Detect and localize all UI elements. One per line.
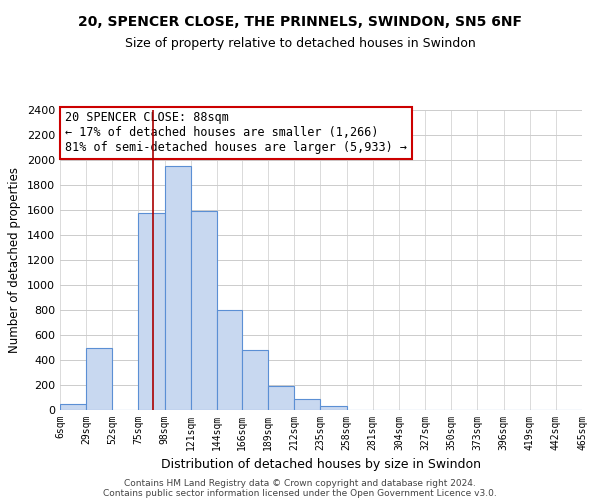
Bar	[139, 212, 164, 410]
Bar	[294, 399, 320, 410]
Y-axis label: Number of detached properties: Number of detached properties	[8, 167, 22, 353]
Bar	[86, 348, 112, 410]
Text: 20 SPENCER CLOSE: 88sqm
← 17% of detached houses are smaller (1,266)
81% of semi: 20 SPENCER CLOSE: 88sqm ← 17% of detache…	[65, 112, 407, 154]
Text: Size of property relative to detached houses in Swindon: Size of property relative to detached ho…	[125, 38, 475, 51]
X-axis label: Distribution of detached houses by size in Swindon: Distribution of detached houses by size …	[161, 458, 481, 471]
Bar	[242, 350, 268, 410]
Text: Contains HM Land Registry data © Crown copyright and database right 2024.: Contains HM Land Registry data © Crown c…	[124, 478, 476, 488]
Text: 20, SPENCER CLOSE, THE PRINNELS, SWINDON, SN5 6NF: 20, SPENCER CLOSE, THE PRINNELS, SWINDON…	[78, 15, 522, 29]
Text: Contains public sector information licensed under the Open Government Licence v3: Contains public sector information licen…	[103, 488, 497, 498]
Bar	[217, 310, 242, 410]
Bar	[164, 166, 191, 410]
Bar	[268, 386, 294, 410]
Bar	[191, 211, 217, 410]
Bar	[60, 404, 86, 410]
Bar	[320, 406, 347, 410]
